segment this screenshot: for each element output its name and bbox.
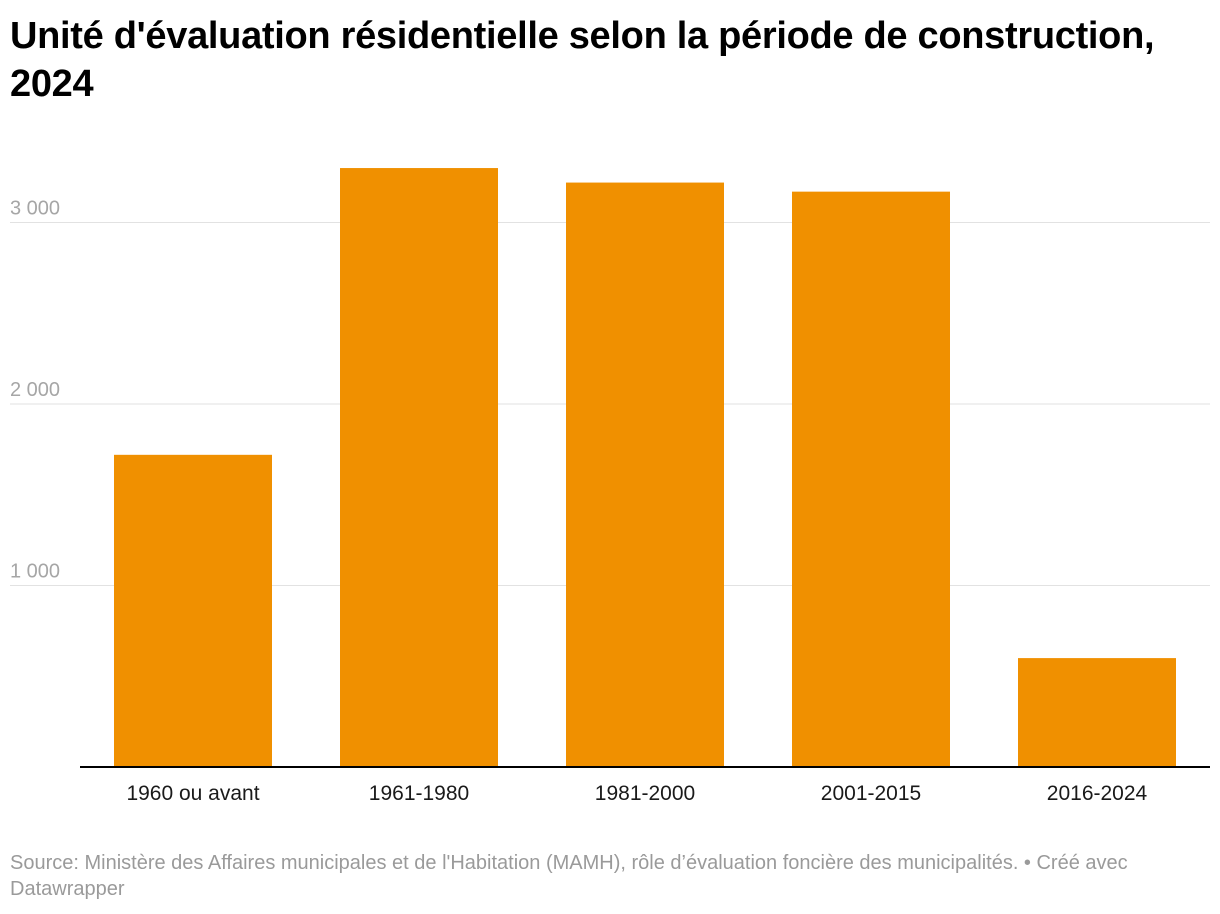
bar [792,191,950,767]
source-note: Source: Ministère des Affaires municipal… [10,852,1128,900]
x-category-label: 2016-2024 [1047,782,1148,805]
bars [114,168,1176,768]
x-category-label: 1961-1980 [369,782,469,805]
y-tick-label: 1 000 [10,561,60,583]
x-category-label: 2001-2015 [821,782,921,805]
x-category-label: 1981-2000 [595,782,695,805]
bar [340,168,498,768]
bar [114,454,272,767]
bar [566,182,724,767]
bar [1018,658,1176,767]
x-category-label: 1960 ou avant [126,782,259,805]
y-tick-label: 3 000 [10,198,60,220]
chart-title: Unité d'évaluation résidentielle selon l… [10,15,1155,105]
category-labels: 1960 ou avant 1961-1980 1981-2000 2001-2015… [126,782,1147,805]
y-tick-label: 2 000 [10,379,60,401]
